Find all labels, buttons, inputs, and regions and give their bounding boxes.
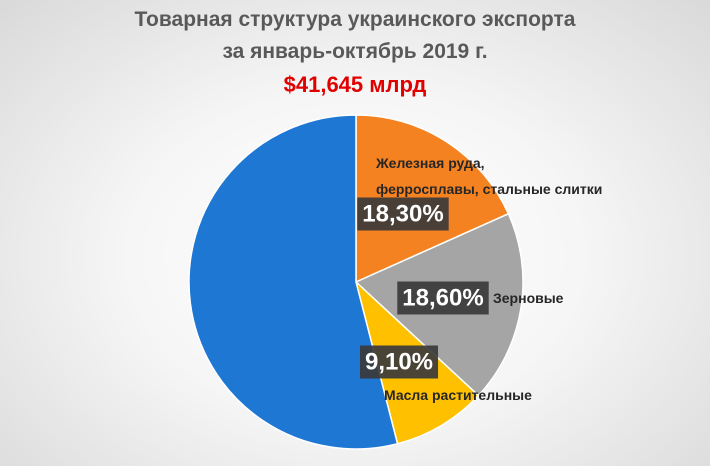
- svg-text:18,60%: 18,60%: [402, 285, 483, 312]
- data-label-1: 18,60%: [397, 281, 489, 315]
- category-label-1-line-0: Зерновые: [493, 290, 564, 306]
- pie-slice-3: [188, 114, 399, 450]
- data-label-0: 18,30%: [357, 197, 449, 231]
- svg-text:18,30%: 18,30%: [362, 201, 443, 228]
- chart-title-line-2: за январь-октябрь 2019 г.: [222, 40, 488, 63]
- category-label-0-line-0: Железная руда,: [375, 155, 485, 171]
- svg-text:9,10%: 9,10%: [365, 349, 433, 376]
- data-label-2: 9,10%: [359, 345, 439, 379]
- chart-title-line-1: Товарная структура украинского экспорта: [134, 8, 576, 31]
- category-label-2-line-0: Масла растительные: [384, 387, 532, 403]
- category-label-0-line-1: ферросплавы, стальные слитки: [376, 181, 602, 197]
- chart-subtitle-total: $41,645 млрд: [283, 72, 427, 97]
